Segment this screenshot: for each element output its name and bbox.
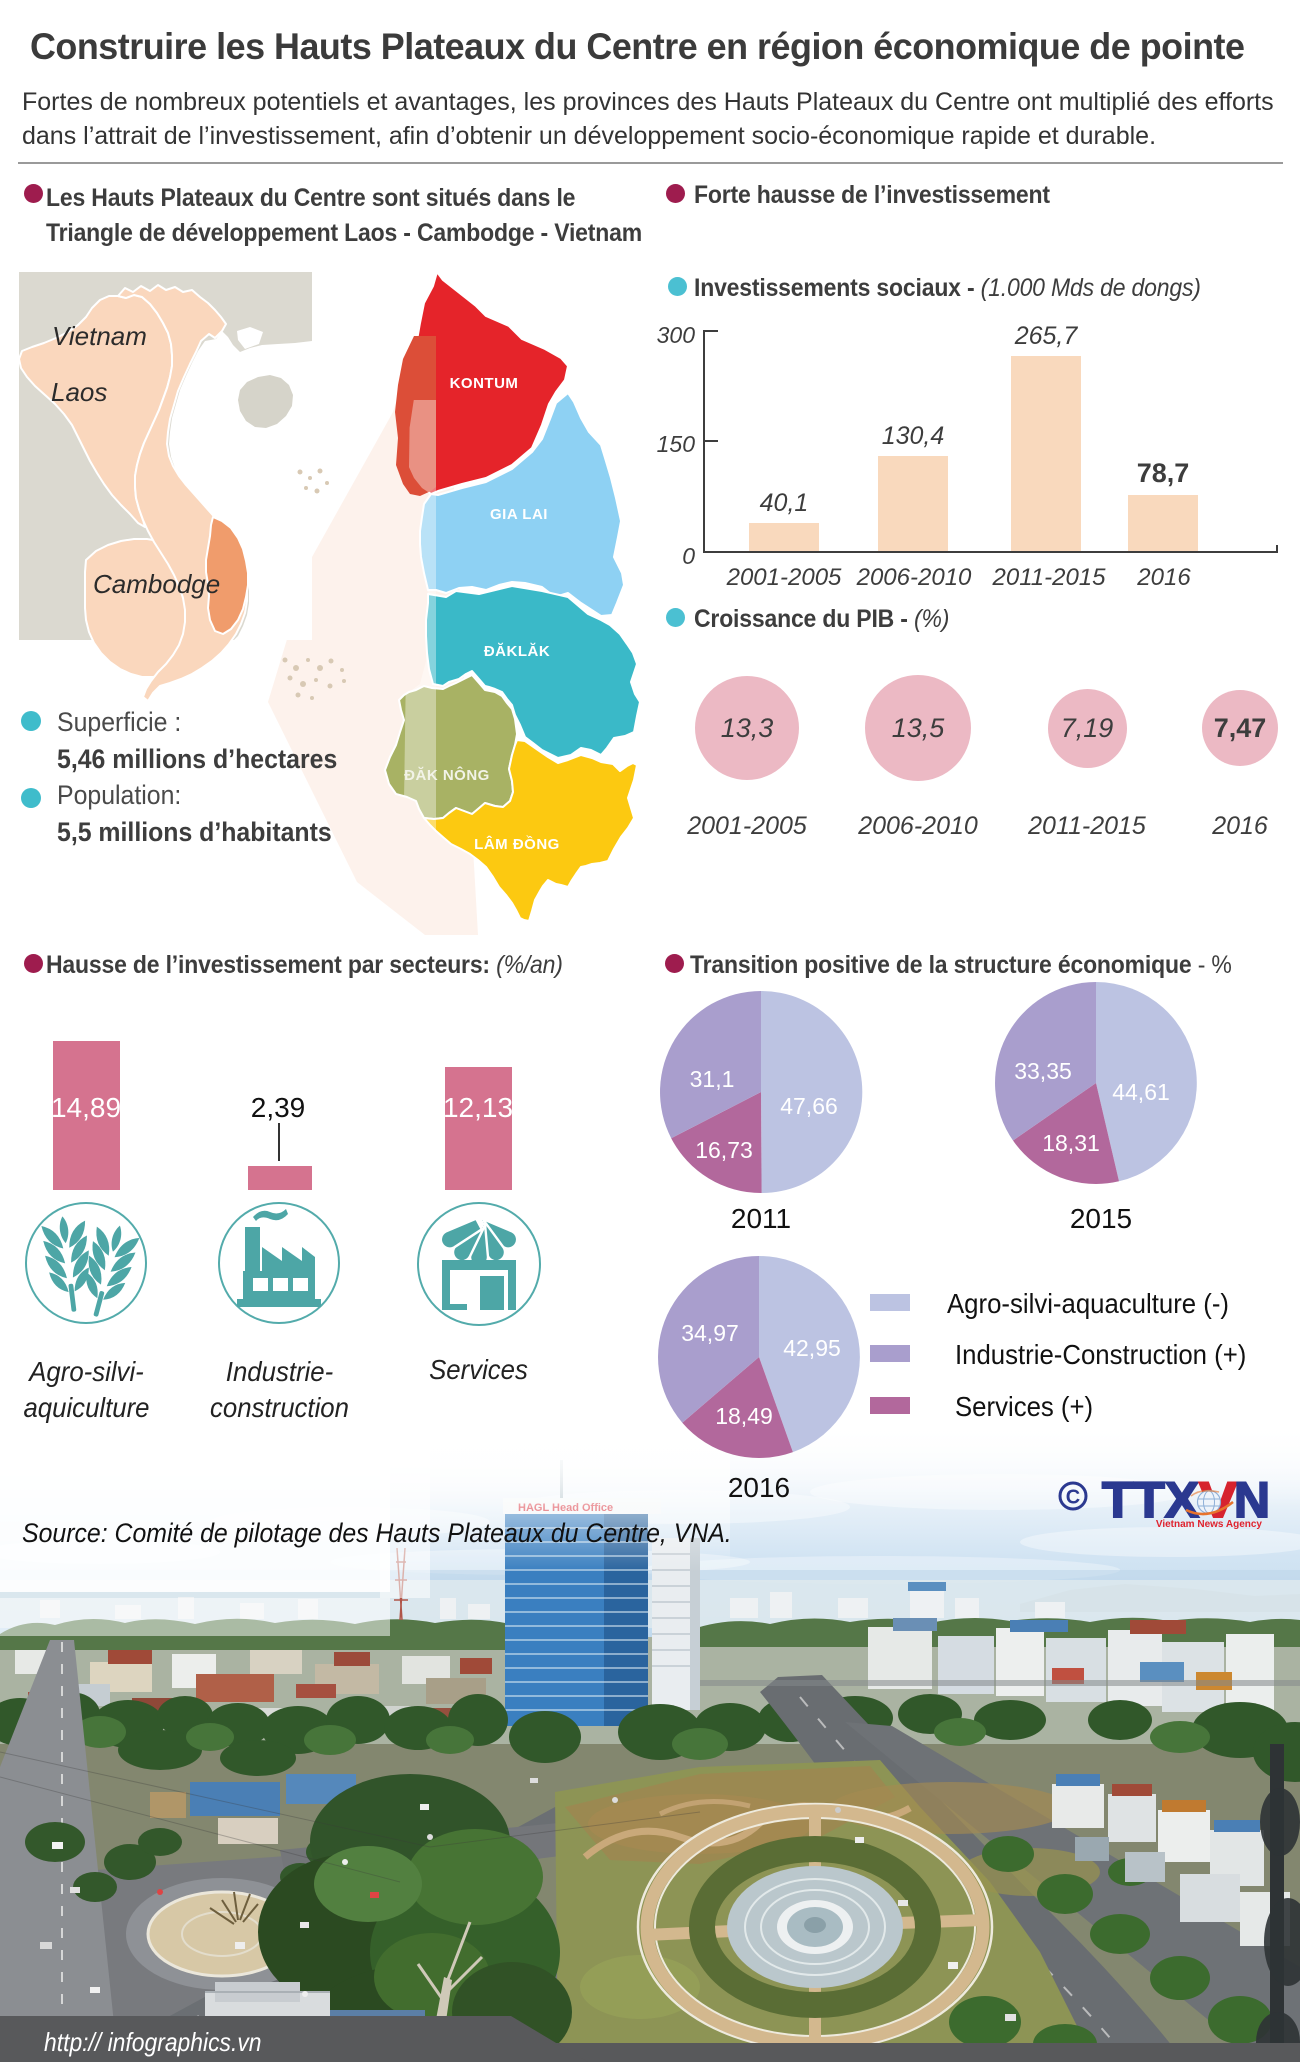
svg-text:Laos: Laos — [51, 377, 107, 407]
svg-text:C: C — [1066, 1487, 1080, 1509]
svg-text:ĐĂKLĂK: ĐĂKLĂK — [484, 643, 550, 660]
svg-text:Vietnam: Vietnam — [52, 321, 147, 351]
svg-text:ĐĂK NÔNG: ĐĂK NÔNG — [404, 766, 490, 784]
svg-text:KONTUM: KONTUM — [450, 375, 519, 392]
svg-text:Cambodge: Cambodge — [93, 569, 220, 599]
svg-text:GIA LAI: GIA LAI — [490, 506, 548, 523]
svg-text:TTX: TTX — [1102, 1472, 1199, 1528]
svg-text:N: N — [1234, 1472, 1270, 1528]
svg-text:LÂM ĐỒNG: LÂM ĐỒNG — [474, 835, 560, 853]
svg-text:Vietnam News Agency: Vietnam News Agency — [1156, 1519, 1263, 1530]
